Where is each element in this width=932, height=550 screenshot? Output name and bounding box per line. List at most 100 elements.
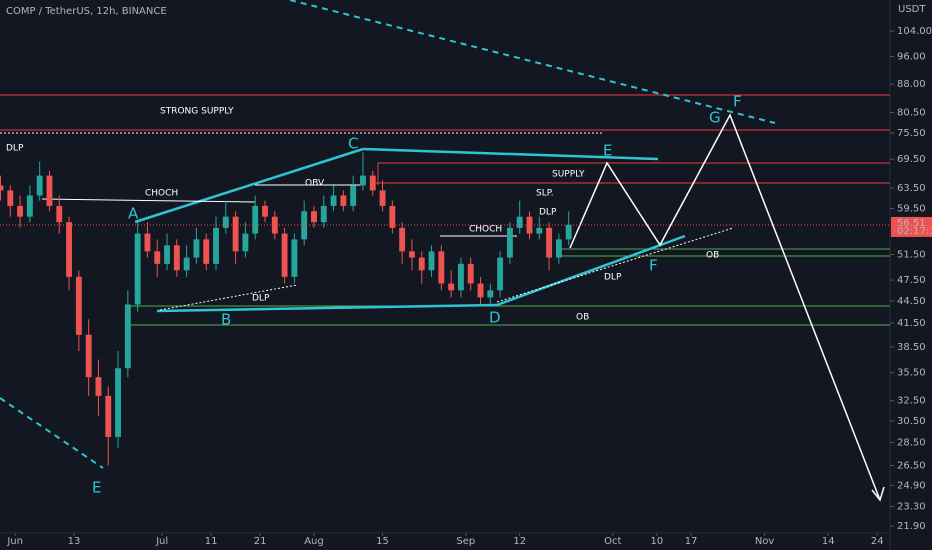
- x-tick-label: 12: [513, 536, 526, 547]
- candle-body: [320, 205, 327, 223]
- y-tick-label: 28.50: [897, 437, 926, 448]
- y-tick-label: 23.30: [897, 501, 926, 512]
- countdown: 02:17:13: [897, 226, 932, 237]
- candle-body: [350, 185, 357, 206]
- last-price-box: [891, 216, 932, 237]
- last-price-label: 56.51: [897, 218, 926, 229]
- y-tick-label: 35.50: [897, 368, 926, 379]
- candle-body: [105, 395, 112, 437]
- x-tick-label: 15: [376, 536, 389, 547]
- choch-line: [41, 198, 256, 203]
- annotation: DLP: [6, 144, 24, 154]
- candle-body: [124, 304, 131, 369]
- candle-body: [291, 239, 298, 277]
- candle-body: [242, 233, 249, 252]
- candle-body: [526, 216, 533, 234]
- candle-body: [56, 205, 63, 223]
- x-tick-label: 10: [650, 536, 663, 547]
- y-tick-label: 26.50: [897, 461, 926, 472]
- candle-body: [536, 227, 543, 234]
- trend-line: [134, 147, 364, 224]
- candle-body: [46, 175, 53, 206]
- pattern-point: A: [128, 205, 139, 223]
- candle-body: [17, 205, 24, 217]
- candle-body: [95, 377, 102, 396]
- candle-body: [7, 190, 14, 206]
- x-tick-label: 14: [822, 536, 835, 547]
- candle-body: [360, 175, 366, 186]
- x-tick-label: 24: [871, 536, 884, 547]
- arrow-head: [871, 486, 885, 502]
- y-tick-label: 80.50: [897, 108, 926, 119]
- candle-body: [399, 227, 406, 252]
- candle-body: [477, 283, 484, 298]
- x-tick-label: 17: [685, 536, 698, 547]
- candle-body: [301, 211, 308, 240]
- candle-body: [0, 185, 4, 191]
- dotted-line: [159, 284, 298, 311]
- annotation: DLP: [604, 273, 622, 283]
- candle-body: [252, 205, 259, 234]
- y-tick-label: 32.50: [897, 396, 926, 407]
- projection-path: [569, 113, 881, 501]
- candle-body: [66, 222, 73, 277]
- candle-body: [311, 211, 317, 223]
- y-tick-label: 30.50: [897, 416, 926, 427]
- annotation: DLP: [252, 294, 270, 304]
- candle-body: [271, 216, 278, 234]
- y-tick-label: 41.50: [897, 318, 926, 329]
- candle-body: [448, 283, 455, 291]
- y-tick-label: 24.90: [897, 480, 926, 491]
- pattern-point: C: [348, 135, 358, 153]
- annotation: STRONG SUPPLY: [160, 107, 234, 117]
- candle-body: [487, 290, 494, 298]
- candle-body: [26, 195, 33, 217]
- candle-body: [173, 245, 180, 271]
- y-tick-label: 21.90: [897, 521, 926, 532]
- x-tick-label: Aug: [304, 536, 324, 547]
- candle-body: [340, 195, 347, 206]
- candle-body: [85, 334, 92, 378]
- candle-body: [193, 239, 200, 258]
- pattern-point: E: [603, 142, 612, 160]
- y-tick-label: 38.50: [897, 342, 926, 353]
- y-tick-label: 69.50: [897, 154, 926, 165]
- y-tick-label: 63.50: [897, 183, 926, 194]
- y-tick-label: 104.00: [897, 26, 932, 37]
- annotation: SUPPLY: [552, 170, 585, 180]
- candle-body: [546, 227, 553, 258]
- pattern-point: F: [733, 93, 742, 111]
- candle-body: [232, 216, 239, 252]
- candle-body: [213, 227, 219, 264]
- trend-line: [362, 147, 659, 161]
- drawings: [0, 0, 890, 502]
- candle-body: [555, 239, 562, 258]
- candle-body: [203, 239, 210, 264]
- candle-body: [457, 263, 464, 291]
- annotation: DLP: [539, 208, 557, 218]
- candle-body: [418, 257, 425, 271]
- dotted-line: [496, 227, 734, 303]
- annotation: OBV: [305, 179, 325, 189]
- annotation: SLP.: [536, 189, 554, 199]
- candle-body: [506, 227, 513, 258]
- axis-unit: USDT: [898, 4, 926, 15]
- candle-body: [164, 245, 170, 264]
- y-tick-label: 75.50: [897, 128, 926, 139]
- annotation: CHOCH: [469, 225, 502, 235]
- candle-body: [408, 251, 415, 258]
- x-tick-label: 11: [205, 536, 218, 547]
- candle-body: [379, 190, 386, 206]
- dashed-trend: [0, 397, 104, 469]
- candle-body: [281, 233, 288, 277]
- candle-body: [222, 216, 229, 228]
- chart-title: COMP / TetherUS, 12h, BINANCE: [6, 6, 167, 17]
- candle-body: [183, 257, 190, 271]
- zone-line: [377, 162, 890, 185]
- y-tick-label: 88.00: [897, 79, 926, 90]
- x-tick-label: 21: [254, 536, 267, 547]
- candle-body: [75, 276, 82, 335]
- x-tick-label: Nov: [755, 536, 775, 547]
